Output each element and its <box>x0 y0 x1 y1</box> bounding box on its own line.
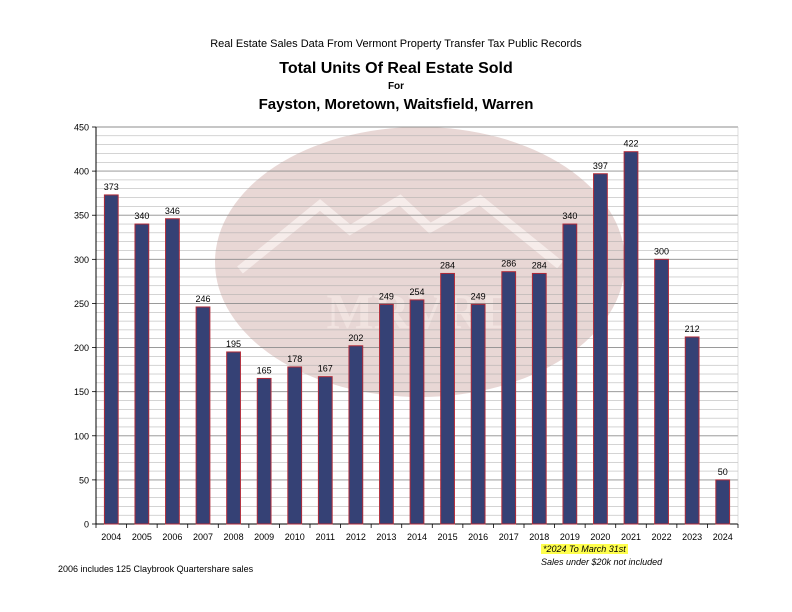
x-tick-label: 2018 <box>529 532 549 542</box>
data-labels: 373 340 346 246 195 165 178 167 202 249 254 284 249 2… <box>104 139 728 477</box>
bar <box>348 345 364 525</box>
y-tick-label: 200 <box>74 343 89 353</box>
data-label: 422 <box>623 139 638 149</box>
bar <box>593 173 608 525</box>
x-tick-label: 2012 <box>346 532 366 542</box>
watermark-mountains <box>237 194 563 274</box>
y-tick-label: 50 <box>79 475 89 485</box>
bars <box>103 151 731 525</box>
y-tick-label: 100 <box>74 431 89 441</box>
data-label: 167 <box>318 364 333 374</box>
bar <box>470 303 486 525</box>
y-tick-label: 250 <box>74 299 89 309</box>
data-label: 340 <box>134 211 149 221</box>
data-label: 195 <box>226 339 241 349</box>
chart-title: Total Units Of Real Estate Sold <box>279 60 513 77</box>
data-label: 249 <box>471 291 486 301</box>
bar <box>562 223 578 525</box>
data-label: 246 <box>195 294 210 304</box>
bar <box>195 306 211 525</box>
footnote-2024-partial: *2024 To March 31st <box>541 544 628 554</box>
data-label: 284 <box>532 260 547 270</box>
chart-supertitle: Real Estate Sales Data From Vermont Prop… <box>210 38 582 50</box>
footnote-claybrook: 2006 includes 125 Claybrook Quartershare… <box>58 564 254 574</box>
bar <box>531 272 547 525</box>
x-tick-label: 2024 <box>713 532 733 542</box>
x-tick-label: 2014 <box>407 532 427 542</box>
data-label: 50 <box>718 467 728 477</box>
x-tick-label: 2006 <box>162 532 182 542</box>
data-label: 254 <box>409 287 424 297</box>
bar <box>623 151 639 525</box>
data-label: 284 <box>440 260 455 270</box>
x-tick-label: 2016 <box>468 532 488 542</box>
x-tick-label: 2021 <box>621 532 641 542</box>
data-label: 397 <box>593 161 608 171</box>
x-tick-label: 2015 <box>438 532 458 542</box>
x-tick-label: 2010 <box>285 532 305 542</box>
data-label: 286 <box>501 259 516 269</box>
watermark-ellipse <box>215 127 625 397</box>
data-label: 178 <box>287 354 302 364</box>
x-tick-label: 2011 <box>316 532 335 542</box>
y-tick-label: 0 <box>84 520 89 530</box>
bar <box>165 218 180 525</box>
bar <box>501 271 517 525</box>
bar <box>256 377 272 525</box>
bar <box>379 303 394 525</box>
x-tick-label: 2009 <box>254 532 274 542</box>
y-tick-labels: 0 50 100 150 200 250 300 350 400 450 <box>74 123 96 530</box>
y-tick-label: 350 <box>74 211 89 221</box>
data-label: 340 <box>562 211 577 221</box>
bar <box>226 351 241 525</box>
y-tick-label: 300 <box>74 255 89 265</box>
chart-title-towns: Fayston, Moretown, Waitsfield, Warren <box>258 96 534 113</box>
data-label: 249 <box>379 291 394 301</box>
y-tick-label: 450 <box>74 123 89 133</box>
y-tick-label: 400 <box>74 167 89 177</box>
x-tick-label: 2004 <box>101 532 121 542</box>
bar <box>317 376 333 525</box>
x-tick-label: 2013 <box>376 532 396 542</box>
x-tick-label: 2008 <box>224 532 244 542</box>
data-label: 165 <box>257 365 272 375</box>
data-label: 202 <box>348 333 363 343</box>
data-label: 212 <box>685 324 700 334</box>
footnote-sales-threshold: Sales under $20k not included <box>541 557 663 567</box>
x-tick-label: 2022 <box>652 532 672 542</box>
y-tick-label: 150 <box>74 387 89 397</box>
x-tick-label: 2023 <box>682 532 702 542</box>
x-tick-label: 2019 <box>560 532 580 542</box>
chart-title-for: For <box>387 81 405 92</box>
bar <box>440 272 455 525</box>
x-tick-label: 2007 <box>193 532 213 542</box>
data-label: 373 <box>104 182 119 192</box>
bar <box>409 299 425 525</box>
bar <box>134 223 150 525</box>
bar <box>684 336 700 525</box>
data-label: 300 <box>654 246 669 256</box>
x-tick-label: 2017 <box>499 532 519 542</box>
x-tick-label: 2005 <box>132 532 152 542</box>
bar <box>715 479 731 525</box>
bar <box>103 194 119 525</box>
bar <box>654 258 669 525</box>
bar <box>287 366 303 525</box>
data-label: 346 <box>165 206 180 216</box>
x-tick-label: 2020 <box>590 532 610 542</box>
x-tick-labels: 2004 2005 2006 2007 2008 2009 2010 2011 2012 2013… <box>95 524 739 542</box>
